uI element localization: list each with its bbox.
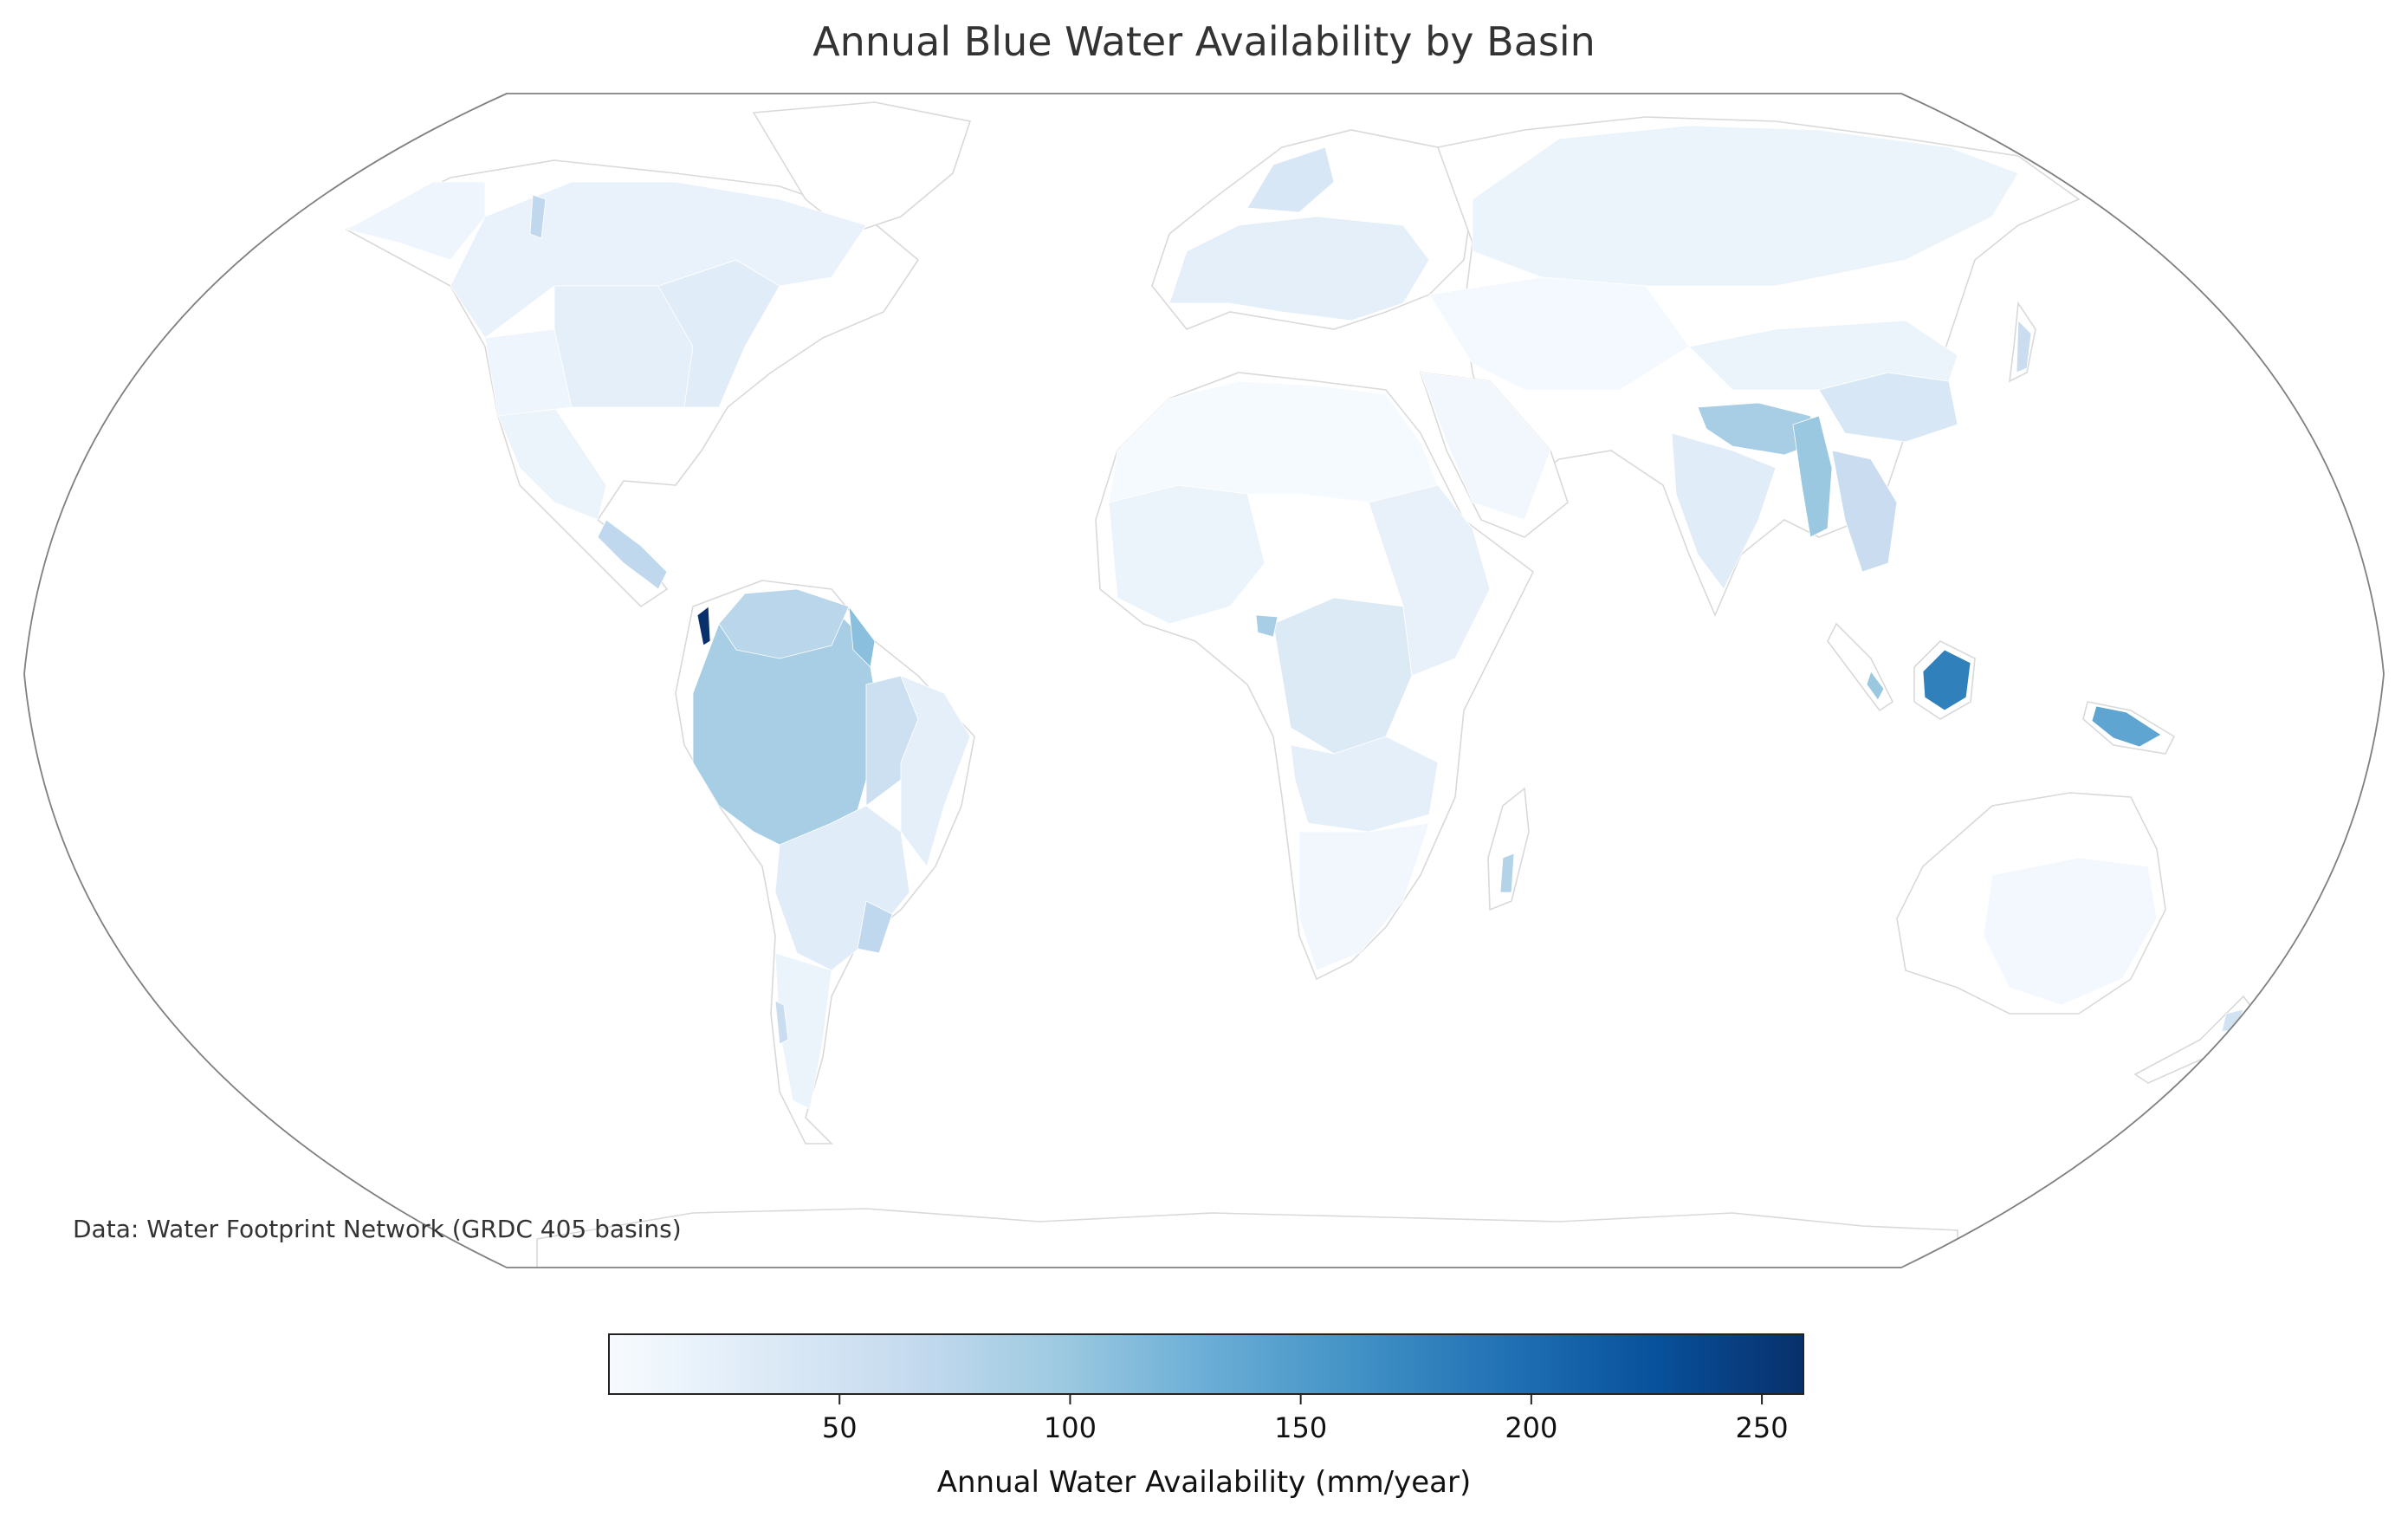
basin-borneo xyxy=(1922,649,1971,711)
colorbar: 50 100 150 200 250 Annual Water Availability… xyxy=(608,1333,1804,1500)
basin-central-america xyxy=(597,519,668,590)
map-frame xyxy=(23,93,2385,1268)
map-area xyxy=(345,101,2258,1268)
landmass-new-zealand xyxy=(2133,995,2258,1084)
basin-eastern-brazil xyxy=(900,675,971,867)
colorbar-ramp xyxy=(608,1333,1804,1395)
basin-central-asia xyxy=(1428,276,1690,391)
basin-guiana-coast xyxy=(848,605,876,668)
chart-title: Annual Blue Water Availability by Basin xyxy=(812,18,1596,65)
basin-northern-china xyxy=(1688,320,1958,391)
basin-mekong xyxy=(1831,450,1898,573)
basin-indian-subcontinent xyxy=(1671,432,1777,590)
landmass-madagascar xyxy=(1487,787,1530,911)
basin-new-zealand xyxy=(2221,1008,2244,1032)
colorbar-tick-label: 50 xyxy=(822,1411,858,1444)
landmass-sumatra xyxy=(1827,622,1894,712)
basin-sumatra xyxy=(1866,671,1885,701)
basin-madagascar xyxy=(1499,853,1515,893)
colorbar-tick-label: 100 xyxy=(1044,1411,1097,1444)
colorbar-ticks: 50 100 150 200 250 xyxy=(822,1394,1789,1444)
basin-alaska xyxy=(345,181,486,261)
basin-europe xyxy=(1168,216,1430,321)
basin-orinoco xyxy=(718,588,850,659)
basin-southern-chile xyxy=(774,1000,789,1045)
basin-canada xyxy=(450,181,867,339)
basin-japan xyxy=(2016,320,2032,373)
basin-southern-africa xyxy=(1298,822,1430,971)
basin-irrawaddy xyxy=(1792,415,1833,538)
source-note: Data: Water Footprint Network (GRDC 405 … xyxy=(73,1215,682,1243)
basin-middle-east xyxy=(1420,372,1551,521)
basin-scandinavia xyxy=(1246,146,1335,213)
basin-australia xyxy=(1983,857,2158,1006)
basin-east-africa xyxy=(1368,484,1491,677)
landmass-antarctica xyxy=(536,1208,1958,1268)
colorbar-tick-label: 150 xyxy=(1274,1411,1327,1444)
colorbar-label: Annual Water Availability (mm/year) xyxy=(937,1465,1472,1500)
basin-southern-brazil-coast xyxy=(857,900,893,954)
basin-sahara xyxy=(1108,380,1439,503)
colorbar-tick-label: 200 xyxy=(1505,1411,1557,1444)
basin-colombian-pacific-coast xyxy=(696,606,711,646)
basin-canadian-pacific-coast xyxy=(529,194,547,239)
basin-zambezi xyxy=(1290,736,1439,833)
colorbar-tick-label: 250 xyxy=(1736,1411,1789,1444)
basin-new-guinea xyxy=(2091,705,2162,748)
basin-layer xyxy=(345,125,2244,1110)
landmass-greenland xyxy=(752,101,972,235)
basin-gulf-of-guinea-coast xyxy=(1255,614,1278,638)
